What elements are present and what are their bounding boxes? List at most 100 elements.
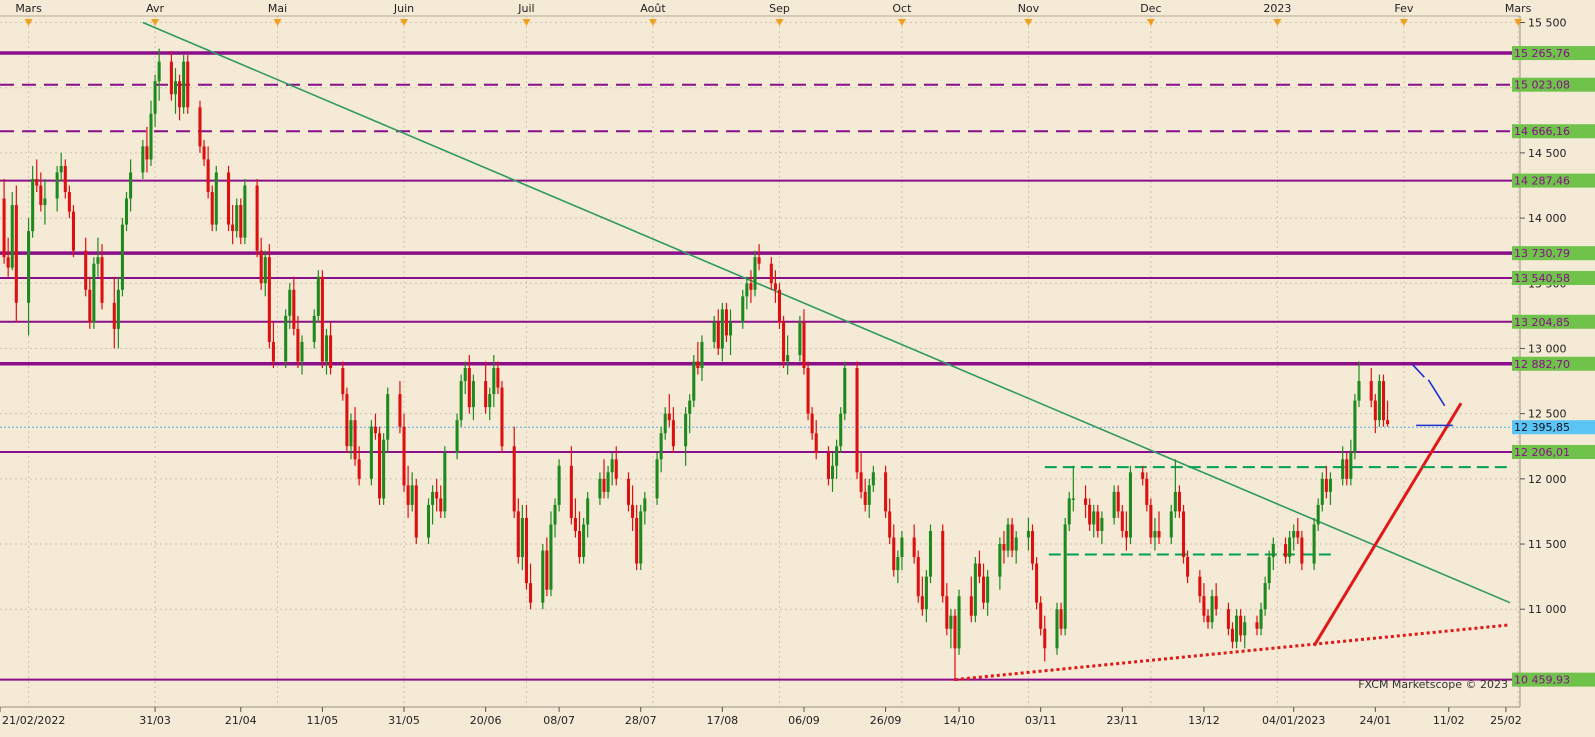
candle-body-down bbox=[1373, 400, 1377, 421]
month-marker-icon bbox=[648, 19, 657, 26]
candle-body-down bbox=[1324, 478, 1328, 492]
candle-body-down bbox=[414, 485, 418, 538]
x-tick-label: 21/02/2022 bbox=[2, 714, 65, 727]
candle-body-down bbox=[259, 250, 263, 284]
candle-body-up bbox=[843, 368, 847, 414]
candle-body-up bbox=[92, 263, 96, 323]
candle-body-up bbox=[129, 172, 133, 199]
y-tick-label: 14 000 bbox=[1528, 212, 1567, 225]
candle-body-up bbox=[1055, 609, 1059, 649]
level-label: 12 882,70 bbox=[1514, 358, 1570, 371]
candle-body-down bbox=[1124, 530, 1128, 538]
candle-body-down bbox=[329, 335, 333, 369]
candle-body-down bbox=[1386, 420, 1390, 425]
candle-body-down bbox=[296, 328, 300, 362]
candle-body-up bbox=[1153, 530, 1157, 538]
month-label: Fev bbox=[1394, 2, 1413, 15]
candle-body-up bbox=[1128, 472, 1132, 538]
month-label: Mars bbox=[1505, 2, 1532, 15]
month-marker-icon bbox=[522, 19, 531, 26]
candle-body-down bbox=[1239, 615, 1243, 636]
candle-body-down bbox=[953, 615, 957, 649]
month-marker-icon bbox=[273, 19, 282, 26]
candle-body-up bbox=[463, 368, 467, 382]
level-label: 13 540,58 bbox=[1514, 272, 1570, 285]
month-label: 2023 bbox=[1263, 2, 1291, 15]
candle-body-down bbox=[916, 557, 920, 597]
month-marker-icon bbox=[1399, 19, 1408, 26]
candle-body-up bbox=[1267, 557, 1271, 584]
candle-body-up bbox=[741, 296, 745, 323]
candle-body-up bbox=[426, 504, 431, 538]
x-tick-label: 04/01/2023 bbox=[1262, 714, 1325, 727]
candle-body-down bbox=[573, 517, 577, 531]
candle-body-down bbox=[320, 276, 324, 362]
y-tick-label: 14 500 bbox=[1528, 147, 1567, 160]
candle-body-down bbox=[198, 107, 202, 147]
candle-body-down bbox=[1300, 537, 1304, 564]
level-label-bg bbox=[1512, 444, 1595, 459]
candle-body-down bbox=[802, 322, 806, 369]
candle-body-down bbox=[1214, 596, 1218, 610]
candle-body-up bbox=[316, 276, 320, 316]
candle-body-up bbox=[1026, 530, 1030, 538]
candle-body-up bbox=[1341, 459, 1345, 479]
x-tick-label: 20/06 bbox=[470, 714, 502, 727]
level-label-bg bbox=[1512, 246, 1595, 261]
candle-body-down bbox=[1198, 576, 1202, 597]
candle-body-down bbox=[378, 433, 382, 499]
month-marker-icon bbox=[897, 19, 906, 26]
candle-body-up bbox=[1071, 498, 1075, 500]
candle-body-up bbox=[663, 413, 667, 434]
candle-body-down bbox=[982, 576, 986, 603]
candle-body-down bbox=[202, 146, 206, 160]
candle-body-up bbox=[386, 394, 390, 440]
candle-body-down bbox=[1345, 459, 1349, 479]
candle-body-up bbox=[288, 289, 292, 316]
candle-body-up bbox=[1173, 491, 1177, 512]
month-label: Dec bbox=[1140, 2, 1161, 15]
watermark: FXCM Marketscope © 2023 bbox=[1358, 678, 1508, 691]
candle-body-down bbox=[84, 250, 88, 290]
month-label: Juin bbox=[393, 2, 414, 15]
last-price-bg bbox=[1512, 420, 1595, 435]
candle-body-up bbox=[871, 472, 875, 486]
trendline-pennant-top-1 bbox=[1411, 363, 1425, 378]
candle-body-down bbox=[63, 165, 67, 193]
candle-body-up bbox=[659, 433, 663, 460]
candle-body-down bbox=[271, 341, 275, 362]
candle-body-up bbox=[712, 322, 716, 342]
candle-body-down bbox=[773, 283, 777, 290]
candle-body-down bbox=[577, 530, 582, 558]
trendline-downtrend bbox=[142, 21, 1511, 604]
candle-body-down bbox=[484, 381, 488, 408]
trendline-pennant-top-2 bbox=[1427, 379, 1446, 407]
candle-body-down bbox=[1202, 596, 1206, 616]
candle-body-down bbox=[545, 550, 549, 590]
candle-body-down bbox=[826, 452, 830, 479]
candle-body-down bbox=[1381, 381, 1386, 421]
candle-body-down bbox=[35, 178, 39, 186]
x-tick-label: 11/02 bbox=[1433, 714, 1465, 727]
candle-body-up bbox=[1067, 498, 1071, 525]
trendline-uptrend-long bbox=[954, 623, 1511, 682]
candle-body-down bbox=[757, 257, 761, 264]
candle-body-down bbox=[2, 198, 6, 258]
candle-body-up bbox=[124, 198, 129, 225]
month-label: Oct bbox=[892, 2, 912, 15]
month-label: Mai bbox=[268, 2, 287, 15]
candle-body-up bbox=[839, 413, 843, 447]
candle-body-down bbox=[267, 257, 271, 342]
candle-body-up bbox=[10, 205, 14, 268]
candle-body-down bbox=[178, 81, 182, 108]
candle-body-up bbox=[173, 81, 178, 95]
candle-body-down bbox=[186, 61, 190, 108]
month-marker-icon bbox=[400, 19, 409, 26]
y-tick-label: 13 000 bbox=[1528, 342, 1567, 355]
x-tick-label: 11/05 bbox=[307, 714, 339, 727]
candle-body-up bbox=[831, 465, 835, 479]
candle-body-up bbox=[410, 485, 414, 505]
candle-body-down bbox=[635, 517, 639, 564]
candle-body-up bbox=[684, 413, 688, 447]
